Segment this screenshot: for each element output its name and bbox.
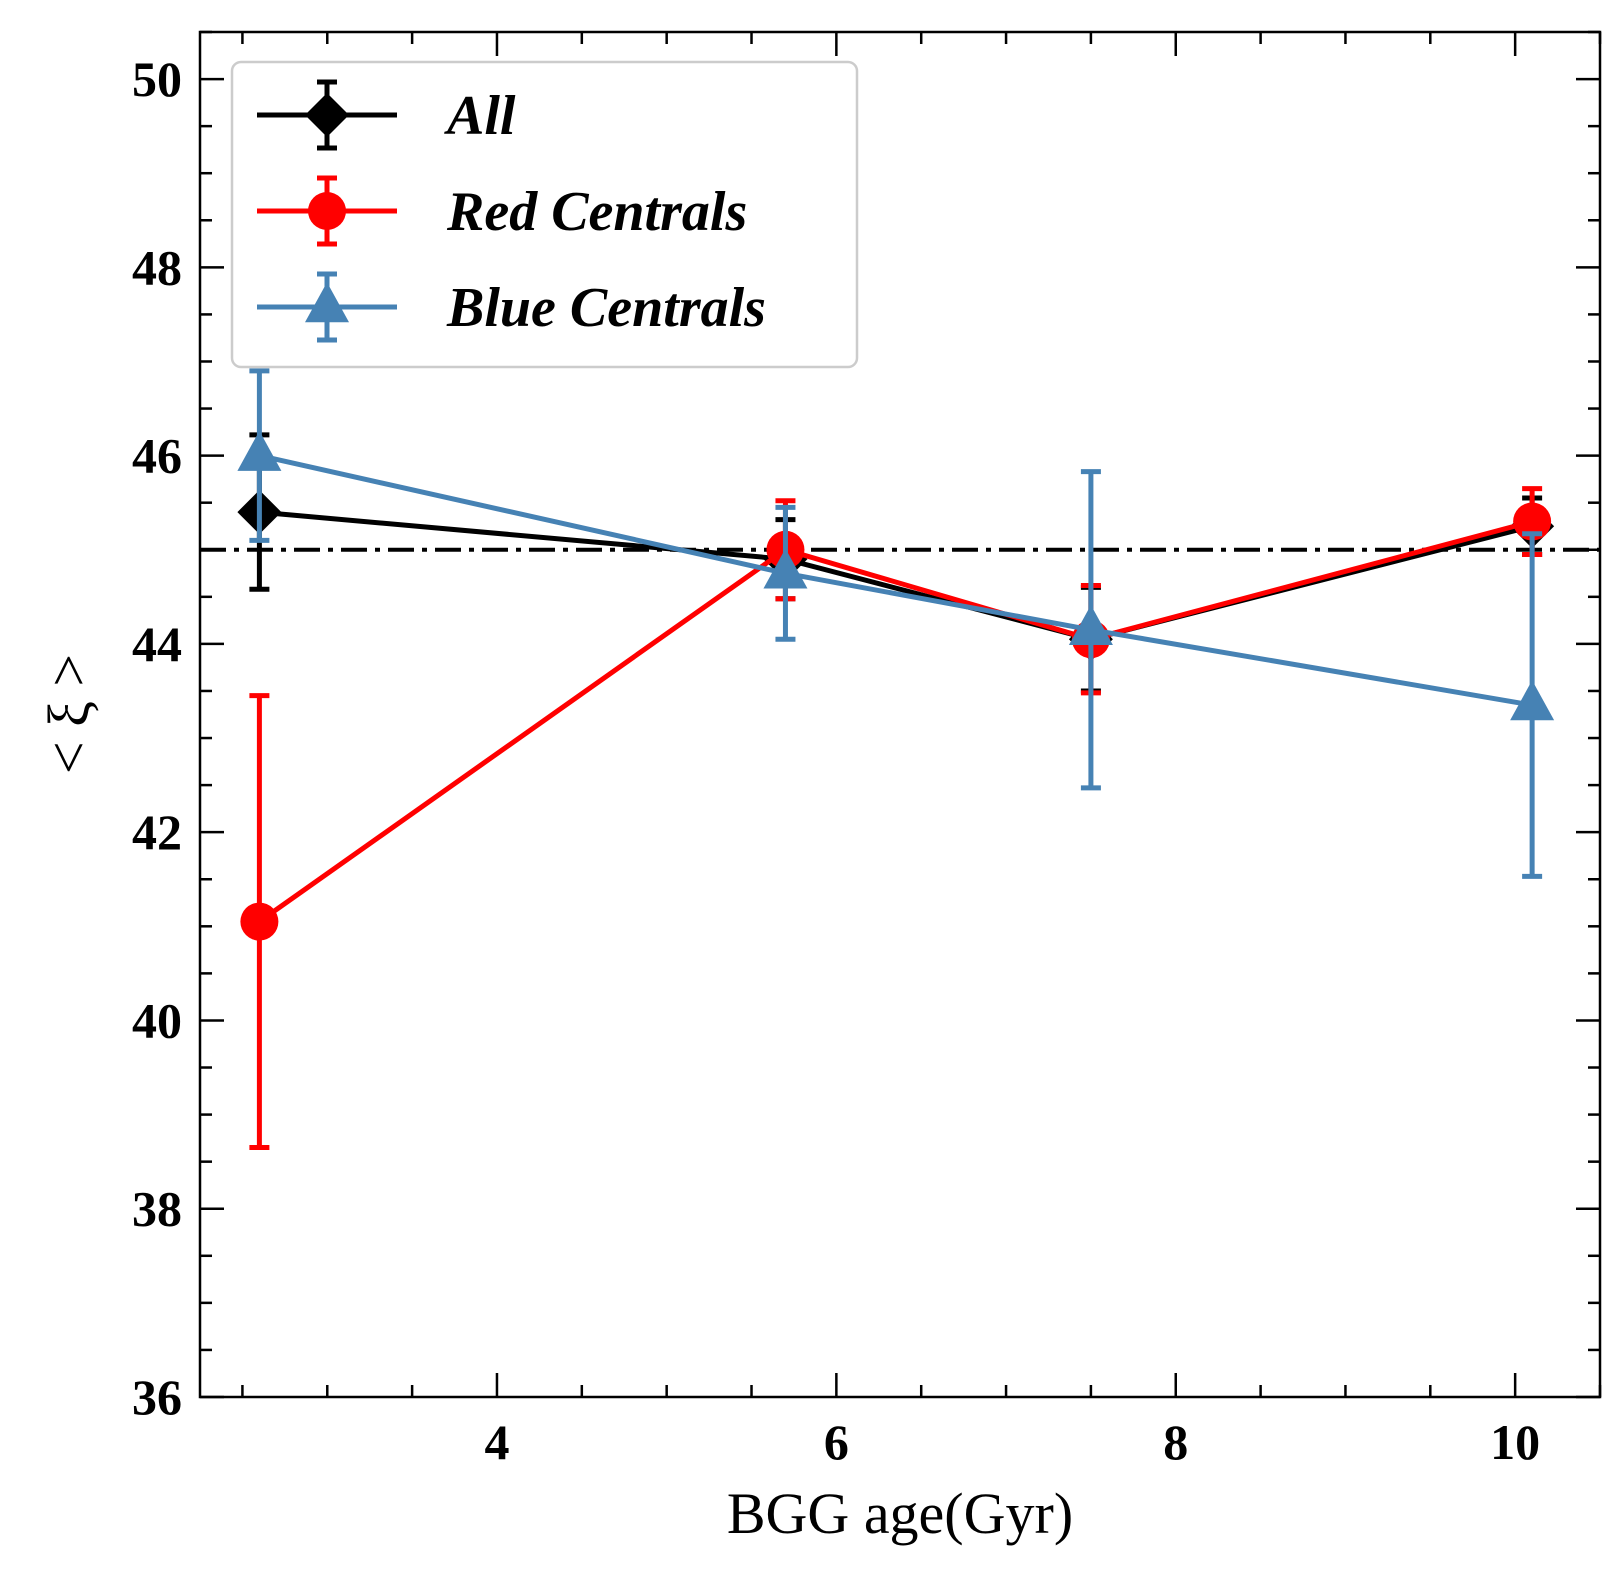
series-layer bbox=[237, 368, 1555, 1151]
data-point-blue-centrals bbox=[1068, 604, 1113, 645]
y-tick-label: 46 bbox=[132, 428, 182, 484]
x-tick-label: 10 bbox=[1490, 1414, 1540, 1470]
y-tick-label: 44 bbox=[132, 616, 182, 672]
y-tick-label: 42 bbox=[132, 804, 182, 860]
legend-label-blue-centrals: Blue Centrals bbox=[446, 277, 766, 339]
legend-label-all: All bbox=[444, 85, 516, 147]
data-point-red-centrals bbox=[240, 902, 279, 941]
legend-marker-red-centrals bbox=[308, 192, 346, 230]
series-line-red-centrals bbox=[257, 519, 1533, 924]
x-tick-label: 8 bbox=[1163, 1414, 1188, 1470]
data-point-blue-centrals bbox=[1510, 680, 1555, 721]
data-point-blue-centrals bbox=[763, 548, 808, 589]
legend-box bbox=[230, 60, 859, 369]
plot-frame bbox=[198, 30, 1602, 1399]
data-point-red-centrals bbox=[1513, 502, 1552, 541]
legend-marker-blue-centrals bbox=[305, 282, 349, 323]
legend-label-red-centrals: Red Centrals bbox=[446, 181, 747, 243]
series-blue-centrals bbox=[237, 368, 1555, 879]
legend-marker-all bbox=[305, 93, 349, 137]
y-tick-label: 40 bbox=[132, 992, 182, 1048]
y-tick-label: 48 bbox=[132, 239, 182, 295]
series-line-blue-centrals bbox=[258, 453, 1533, 708]
y-tick-label: 36 bbox=[132, 1369, 182, 1425]
tick-layer bbox=[200, 30, 1602, 1399]
x-tick-label: 4 bbox=[484, 1414, 509, 1470]
x-axis-label: BGG age(Gyr) bbox=[727, 1481, 1073, 1546]
legend: All Red Centrals Blue Centrals bbox=[230, 60, 859, 369]
y-axis-label: < ξ > bbox=[36, 654, 101, 774]
y-tick-label: 50 bbox=[132, 51, 182, 107]
y-tick-label: 38 bbox=[132, 1181, 182, 1237]
x-tick-label: 6 bbox=[824, 1414, 849, 1470]
data-point-blue-centrals bbox=[237, 430, 282, 471]
